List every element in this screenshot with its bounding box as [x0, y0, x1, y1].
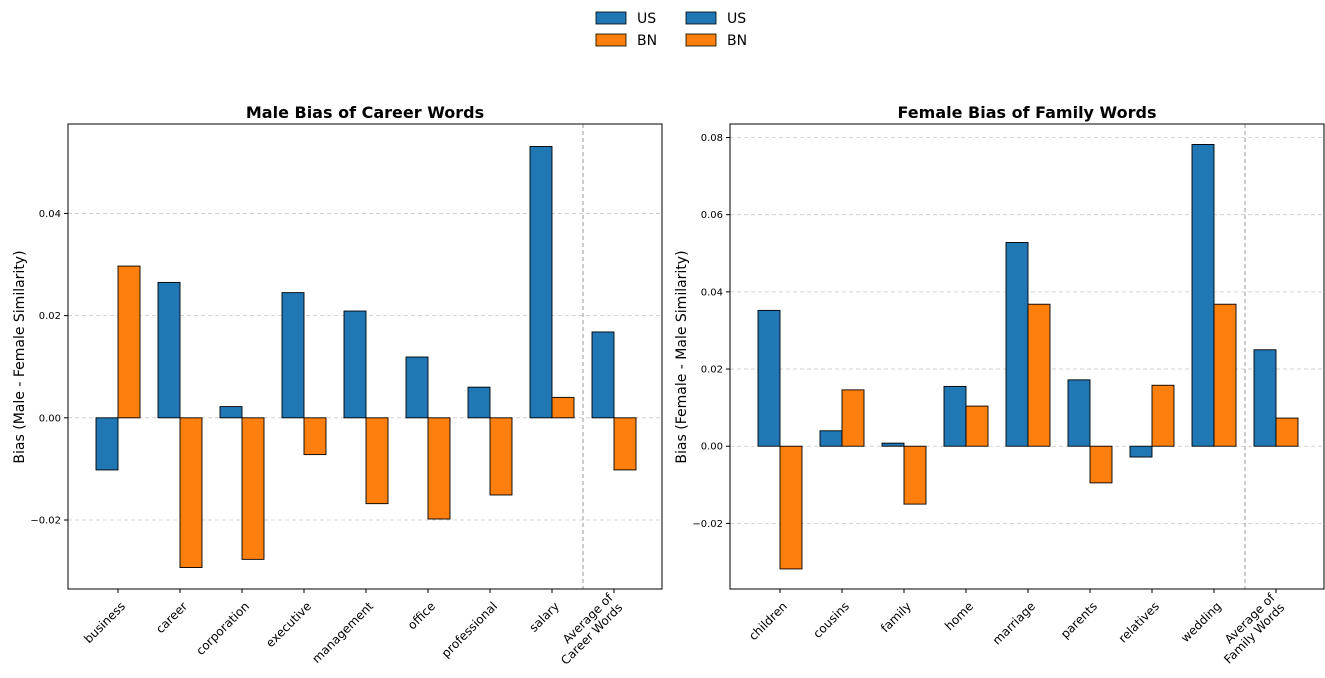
y-tick-label: 0.04	[39, 209, 61, 220]
bar-us	[529, 146, 553, 419]
y-tick-label: 0.08	[701, 133, 723, 144]
bar-us	[1129, 445, 1153, 458]
chart-title: Female Bias of Family Words	[898, 103, 1157, 122]
bar-us	[1005, 242, 1029, 447]
bar-us	[1253, 349, 1277, 447]
legend-label-bn-2: BN	[727, 33, 747, 49]
bar-bn	[551, 396, 575, 419]
y-tick-label: 0.06	[701, 210, 723, 221]
bar-bn	[779, 445, 803, 570]
bar-us	[1067, 379, 1091, 447]
y-axis-label: Bias (Female - Male Similarity)	[674, 250, 690, 463]
bar-us	[157, 281, 181, 419]
legend-label-us-2: US	[727, 11, 746, 27]
bar-bn	[1089, 445, 1113, 484]
bar-bn	[613, 417, 637, 471]
bar-bn	[965, 405, 989, 447]
y-tick-label: −0.02	[692, 519, 723, 530]
legend-label-bn-1: BN	[637, 33, 657, 49]
y-tick-label: 0.02	[39, 311, 61, 322]
legend-swatch-bn-1	[595, 33, 627, 47]
bar-us	[591, 331, 615, 419]
bar-bn	[303, 417, 327, 456]
bar-us	[343, 310, 367, 419]
bar-us	[467, 386, 491, 419]
bar-us	[943, 385, 967, 447]
legend-label-us-1: US	[637, 11, 656, 27]
bar-bn	[1213, 303, 1237, 447]
bar-bn	[1027, 303, 1051, 447]
bar-bn	[179, 417, 203, 568]
y-axis-label: Bias (Male - Female Similarity)	[12, 250, 28, 463]
bar-bn	[241, 417, 265, 560]
legend-swatch-us-2	[685, 11, 717, 25]
plot-frame	[729, 123, 1325, 590]
bar-us	[281, 292, 305, 419]
y-tick-label: 0.00	[39, 413, 61, 424]
bar-us	[1191, 144, 1215, 447]
bar-us	[219, 406, 243, 419]
bar-bn	[841, 389, 865, 447]
bar-bn	[1151, 384, 1175, 447]
legend: US BN US BN	[595, 11, 747, 49]
bar-bn	[365, 417, 389, 505]
bar-bn	[1275, 417, 1299, 447]
bar-us	[881, 442, 905, 447]
bar-us	[819, 430, 843, 447]
y-tick-label: 0.04	[701, 287, 723, 298]
y-tick-label: −0.02	[30, 516, 61, 527]
bar-us	[95, 417, 119, 471]
y-tick-label: 0.00	[701, 442, 723, 453]
legend-swatch-us-1	[595, 11, 627, 25]
bar-bn	[117, 265, 141, 419]
bar-us	[757, 309, 781, 447]
bar-bn	[427, 417, 451, 520]
bar-bn	[903, 445, 927, 505]
bar-us	[405, 356, 429, 419]
bar-bn	[489, 417, 513, 496]
y-tick-label: 0.02	[701, 365, 723, 376]
chart-title: Male Bias of Career Words	[246, 103, 484, 122]
legend-swatch-bn-2	[685, 33, 717, 47]
plot-frame	[67, 123, 663, 590]
